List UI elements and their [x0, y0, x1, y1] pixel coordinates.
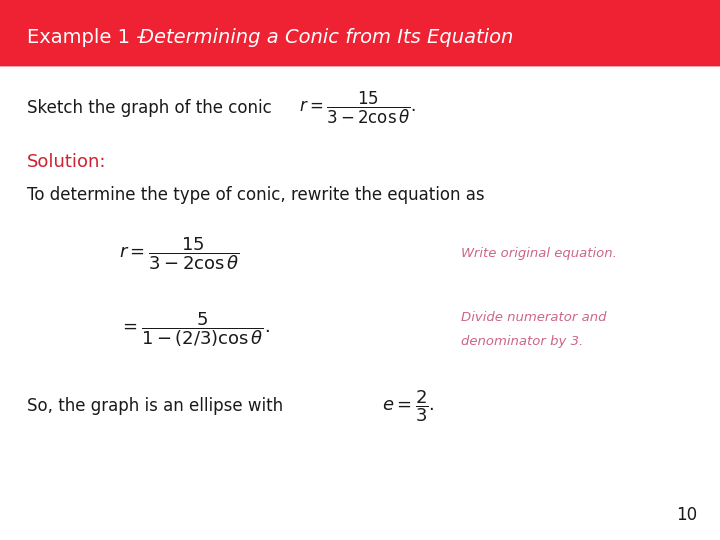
Text: denominator by 3.: denominator by 3. [461, 335, 583, 348]
Text: $r = \dfrac{15}{3 - 2\cos\theta}$: $r = \dfrac{15}{3 - 2\cos\theta}$ [119, 235, 240, 272]
Text: So, the graph is an ellipse with: So, the graph is an ellipse with [27, 397, 284, 415]
Text: To determine the type of conic, rewrite the equation as: To determine the type of conic, rewrite … [27, 186, 485, 205]
Text: 10: 10 [676, 506, 697, 524]
Text: Example 1 –: Example 1 – [27, 28, 153, 47]
Text: Divide numerator and: Divide numerator and [461, 311, 606, 324]
Text: Solution:: Solution: [27, 153, 107, 171]
FancyBboxPatch shape [0, 0, 720, 66]
Text: Sketch the graph of the conic: Sketch the graph of the conic [27, 99, 272, 117]
Text: $r = \dfrac{15}{3-2\cos\theta}.$: $r = \dfrac{15}{3-2\cos\theta}.$ [299, 90, 416, 126]
Text: Write original equation.: Write original equation. [461, 247, 616, 260]
Text: $e = \dfrac{2}{3}.$: $e = \dfrac{2}{3}.$ [382, 388, 434, 424]
Text: $= \dfrac{5}{1-(2/3)\cos\theta}.$: $= \dfrac{5}{1-(2/3)\cos\theta}.$ [119, 310, 270, 349]
Text: Determining a Conic from Its Equation: Determining a Conic from Its Equation [139, 28, 513, 47]
